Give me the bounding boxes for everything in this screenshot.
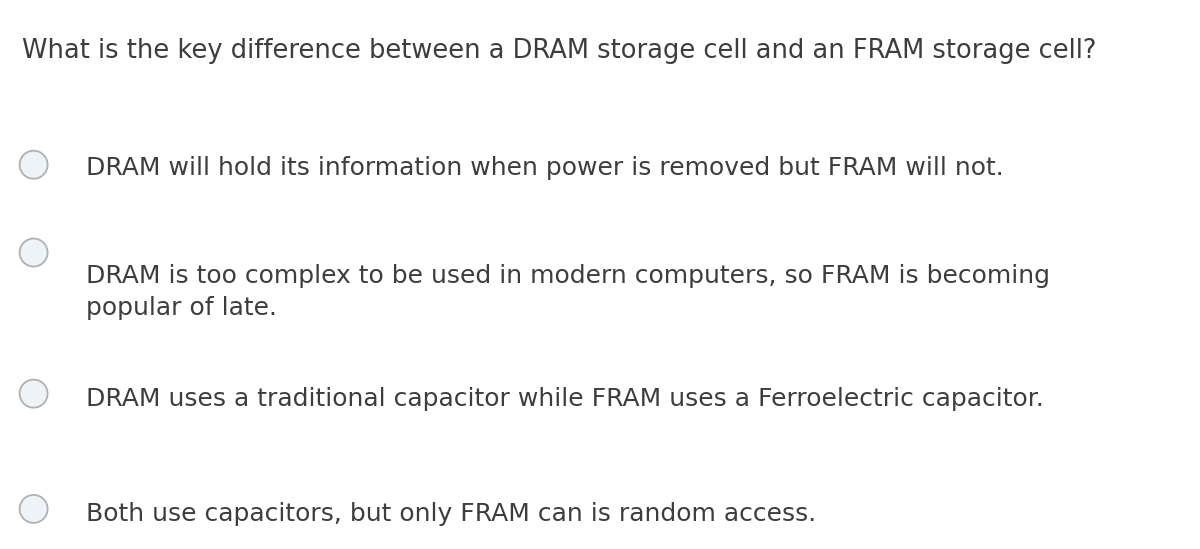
Text: DRAM uses a traditional capacitor while FRAM uses a Ferroelectric capacitor.: DRAM uses a traditional capacitor while …	[86, 387, 1044, 411]
Text: DRAM will hold its information when power is removed but FRAM will not.: DRAM will hold its information when powe…	[86, 156, 1004, 181]
Text: What is the key difference between a DRAM storage cell and an FRAM storage cell?: What is the key difference between a DRA…	[22, 38, 1096, 64]
Text: DRAM is too complex to be used in modern computers, so FRAM is becoming
popular : DRAM is too complex to be used in modern…	[86, 264, 1050, 320]
Text: Both use capacitors, but only FRAM can is random access.: Both use capacitors, but only FRAM can i…	[86, 502, 817, 526]
